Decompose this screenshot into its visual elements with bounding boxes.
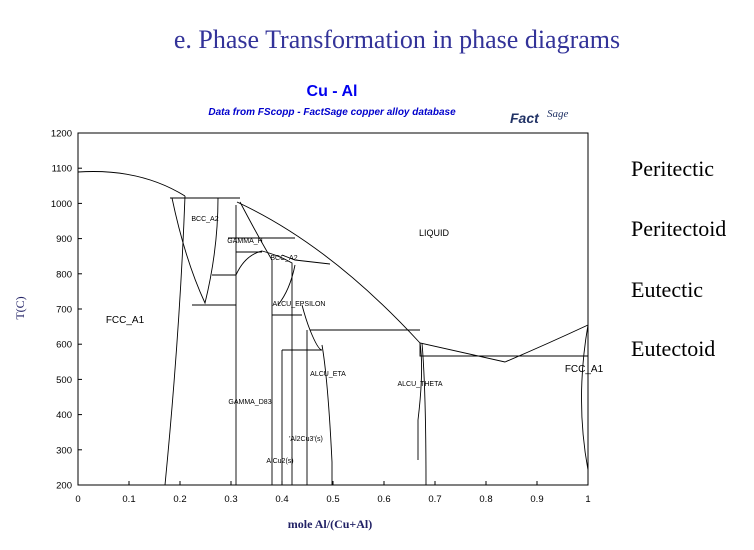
x-tick-label: 0.4: [275, 494, 288, 505]
y-tick-label: 1200: [51, 129, 72, 140]
y-tick-label: 800: [56, 269, 72, 280]
x-tick-label: 0.9: [530, 494, 543, 505]
reaction-label: Eutectoid: [631, 336, 715, 361]
region-label: 'Al2Cu3'(s): [289, 436, 323, 443]
logo-sup: Sage: [547, 108, 569, 120]
region-label: BCC_A2: [270, 255, 297, 262]
x-tick-label: 0.6: [377, 494, 390, 505]
y-tick-label: 300: [56, 445, 72, 456]
y-tick-label: 700: [56, 305, 72, 316]
region-label: ALCU_THETA: [398, 381, 443, 388]
diagram-title: Cu - Al: [307, 83, 358, 100]
x-axis-label: mole Al/(Cu+Al): [288, 517, 373, 531]
y-tick-label: 500: [56, 375, 72, 386]
phase-boundaries: [77, 171, 589, 486]
region-label: GAMMA_D83: [228, 399, 271, 406]
reaction-label: Eutectic: [631, 277, 703, 302]
x-tick-label: 1: [585, 494, 590, 505]
logo: Fact Sage: [510, 108, 569, 126]
y-tick-label: 1100: [52, 164, 72, 175]
x-tick-label: 0.7: [428, 494, 441, 505]
reaction-label: Peritectic: [631, 156, 714, 181]
y-tick-label: 600: [56, 340, 72, 351]
y-tick-label: 1000: [51, 199, 72, 210]
y-axis-label: T(C): [13, 296, 27, 319]
reaction-list: Peritectic Peritectoid Eutectic Eutectoi…: [631, 156, 726, 361]
region-label: BCC_A2: [191, 216, 218, 223]
y-tick-label: 400: [56, 410, 72, 421]
axes: 0 0.1 0.2 0.3 0.4 0.5 0.6 0.7 0.8 0.9 120030040050…: [51, 129, 591, 506]
reaction-label: Peritectoid: [631, 216, 726, 241]
plot-frame: [77, 132, 589, 486]
x-tick-label: 0.1: [122, 494, 135, 505]
region-label: FCC_A1: [106, 315, 145, 326]
y-tick-label: 200: [56, 481, 72, 492]
region-label: ALCU_EPSILON: [273, 301, 326, 308]
x-tick-label: 0.8: [479, 494, 492, 505]
x-tick-label: 0: [75, 494, 80, 505]
logo-main: Fact: [510, 110, 540, 126]
y-tick-label: 900: [56, 234, 72, 245]
diagram-subtitle: Data from FScopp - FactSage copper alloy…: [208, 107, 456, 118]
slide-title: e. Phase Transformation in phase diagram…: [174, 25, 620, 54]
x-tick-label: 0.3: [224, 494, 237, 505]
region-label: FCC_A1: [565, 364, 604, 375]
region-label: GAMMA_H: [227, 238, 262, 245]
region-label: AlCu2(s): [266, 458, 293, 465]
x-tick-label: 0.5: [326, 494, 339, 505]
x-tick-label: 0.2: [173, 494, 186, 505]
region-label: ALCU_ETA: [310, 371, 346, 378]
region-label: LIQUID: [419, 228, 450, 238]
region-labels: FCC_A1 LIQUID BCC_A2 GAMMA_H BCC_A2 ALCU…: [106, 216, 604, 465]
